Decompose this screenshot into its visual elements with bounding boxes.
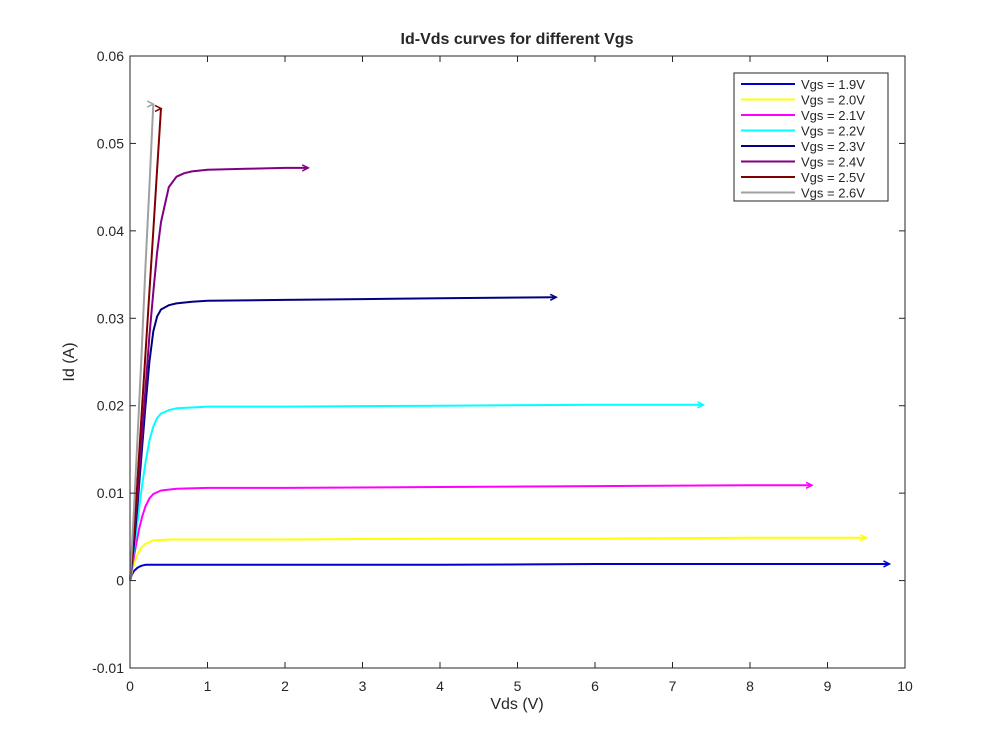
x-tick-label: 2 <box>281 678 289 694</box>
legend-label: Vgs = 2.6V <box>801 186 865 201</box>
series-end-marker-4 <box>549 293 558 301</box>
chart-title: Id-Vds curves for different Vgs <box>401 31 634 48</box>
x-tick-label: 10 <box>897 678 913 694</box>
x-tick-label: 0 <box>126 678 134 694</box>
legend-label: Vgs = 2.4V <box>801 155 865 170</box>
y-tick-label: -0.01 <box>92 660 124 676</box>
legend-label: Vgs = 2.3V <box>801 139 865 154</box>
legend-label: Vgs = 2.5V <box>801 170 865 185</box>
series-line-7 <box>129 104 155 581</box>
series-end-marker-7 <box>146 100 155 108</box>
y-axis-label: Id (A) <box>61 342 78 381</box>
series-end-marker-1 <box>859 534 868 542</box>
y-tick-label: 0.05 <box>97 135 124 151</box>
tick-layer: 0 1 2 3 4 5 6 7 8 9 10-0.0100.010.020.030.040.050.… <box>92 48 913 694</box>
legend-label: Vgs = 2.1V <box>801 108 865 123</box>
series-line-1 <box>129 536 867 581</box>
x-tick-label: 1 <box>204 678 212 694</box>
y-tick-label: 0.01 <box>97 485 124 501</box>
series-end-marker-6 <box>154 104 163 113</box>
x-axis-label: Vds (V) <box>490 696 543 713</box>
x-tick-label: 5 <box>514 678 522 694</box>
x-tick-label: 9 <box>824 678 832 694</box>
y-tick-label: 0.02 <box>97 398 124 414</box>
legend-label: Vgs = 1.9V <box>801 77 865 92</box>
series-line-0 <box>129 563 890 581</box>
legend-label: Vgs = 2.0V <box>801 93 865 108</box>
y-tick-label: 0.06 <box>97 48 124 64</box>
series-end-marker-3 <box>697 401 706 409</box>
y-tick-label: 0.04 <box>97 223 124 239</box>
x-tick-label: 6 <box>591 678 599 694</box>
x-tick-label: 3 <box>359 678 367 694</box>
series-line-3 <box>129 403 704 581</box>
legend-box <box>733 72 889 202</box>
series-line-2 <box>129 484 812 581</box>
x-tick-label: 8 <box>746 678 754 694</box>
series-line-6 <box>129 108 162 581</box>
series-end-marker-5 <box>301 164 310 172</box>
legend-label: Vgs = 2.2V <box>801 124 865 139</box>
y-tick-label: 0 <box>116 573 124 589</box>
series-end-marker-0 <box>883 560 892 568</box>
y-tick-label: 0.03 <box>97 310 124 326</box>
series-end-marker-2 <box>805 481 814 489</box>
series-layer <box>129 100 892 581</box>
series-line-5 <box>129 166 309 581</box>
x-tick-label: 7 <box>669 678 677 694</box>
x-tick-label: 4 <box>436 678 444 694</box>
